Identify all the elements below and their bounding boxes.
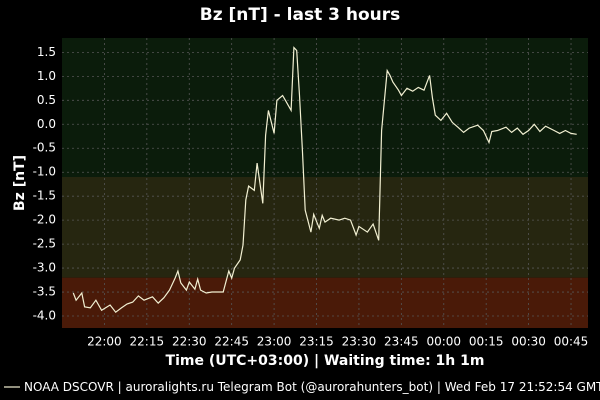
y-tick-label: -3.0 — [33, 261, 56, 275]
y-tick-label: -3.5 — [33, 285, 56, 299]
y-tick-label: -1.0 — [33, 165, 56, 179]
y-tick-label: 1.0 — [37, 69, 56, 83]
chart-title: Bz [nT] - last 3 hours — [200, 5, 401, 25]
zone-band — [62, 177, 588, 278]
x-tick-label: 23:15 — [299, 335, 334, 349]
y-tick-label: 0.5 — [37, 93, 56, 107]
y-axis-label: Bz [nT] — [12, 155, 28, 211]
x-axis-label: Time (UTC+03:00) | Waiting time: 1h 1m — [166, 353, 485, 369]
y-tick-label: 0.0 — [37, 117, 56, 131]
legend-label: NOAA DSCOVR — [24, 380, 114, 394]
footer: NOAA DSCOVR | auroralights.ru Telegram B… — [24, 380, 600, 394]
x-tick-label: 00:15 — [469, 335, 504, 349]
zone-band — [62, 38, 588, 178]
zone-band — [62, 277, 588, 328]
x-tick-label: 23:45 — [384, 335, 419, 349]
x-tick-label: 22:00 — [87, 335, 122, 349]
plot-area — [62, 38, 588, 328]
x-tick-label: 22:45 — [214, 335, 249, 349]
x-tick-label: 22:15 — [130, 335, 165, 349]
x-tick-label: 23:00 — [257, 335, 292, 349]
y-tick-label: -2.0 — [33, 213, 56, 227]
y-tick-label: -2.5 — [33, 237, 56, 251]
y-tick-label: -1.5 — [33, 189, 56, 203]
y-tick-label: -4.0 — [33, 309, 56, 323]
y-tick-label: 1.5 — [37, 45, 56, 59]
footer-text: | auroralights.ru Telegram Bot (@aurorah… — [118, 380, 600, 394]
x-tick-label: 00:00 — [426, 335, 461, 349]
data-line — [72, 46, 577, 314]
x-tick-label: 00:30 — [511, 335, 546, 349]
x-tick-label: 00:45 — [554, 335, 589, 349]
x-tick-label: 23:30 — [342, 335, 377, 349]
y-tick-label: -0.5 — [33, 141, 56, 155]
x-tick-label: 22:30 — [172, 335, 207, 349]
